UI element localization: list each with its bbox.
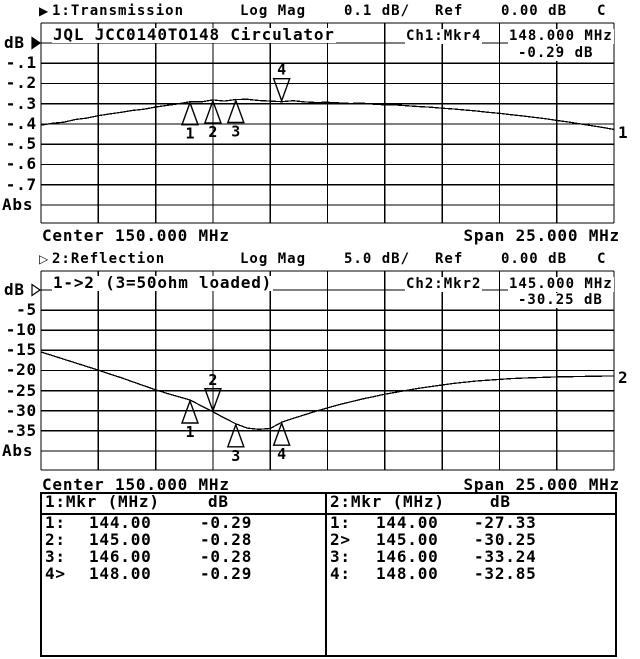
ch2-ytick-2: -15 [5,340,37,359]
ch1-span-freq: Span 25.000 MHz [463,226,620,245]
mkr-table1-header: 1:Mkr (MHz) [45,492,160,511]
mkr1-row3-num: 3: [45,547,66,566]
ch1-marker-readout-freq: 148.000 MHz [508,28,614,44]
mkr1-row2-freq: 145.00 [89,530,152,549]
ch2-header-trace: 2:Reflection [52,251,166,267]
mkr1-row4-freq: 148.00 [89,564,152,583]
ch1-header-scale: 0.1 dB/ [344,3,411,19]
ch2-ytick-5: -30 [5,401,37,420]
marker-table-header-rule [42,513,615,515]
ch1-title: JQL JCC0140TO148 Circulator [52,25,336,44]
ch1-ytick-5: -.6 [5,154,37,173]
ch2-ytick-6: -35 [5,421,37,440]
mkr2-row4-num: 4: [330,564,351,583]
ch2-ytick-3: -20 [5,360,37,379]
ch2-header-cal-badge: C [597,251,607,267]
ch1-center-freq: Center 150.000 MHz [42,226,230,245]
ch2-marker-readout-freq: 145.000 MHz [508,276,614,292]
mkr2-row3-freq: 146.00 [376,547,439,566]
mkr2-row2-num: 2> [330,530,351,549]
mkr1-row2-val: -0.28 [200,530,253,549]
mkr1-row1-val: -0.29 [200,513,253,532]
ch1-abs-label: Abs [2,195,34,214]
svg-text:2: 2 [208,371,217,389]
ch1-ytick-1: -.2 [5,73,37,92]
ch2-abs-label: Abs [2,441,34,460]
mkr2-row3-val: -33.24 [474,547,537,566]
mkr-table2-unit: dB [490,492,511,511]
ch1-y-unit: dB [4,33,25,52]
svg-text:3: 3 [231,122,240,140]
ch1-ytick-4: -.5 [5,134,37,153]
svg-text:3: 3 [231,447,240,465]
marker-table: 1:Mkr (MHz) dB 1: 144.00 -0.29 2: 145.00… [40,492,617,657]
ch2-span-freq: Span 25.000 MHz [463,475,620,494]
ch1-header-trace: 1:Transmission [52,3,185,19]
ch2-marker-readout-value: -30.25 dB [517,292,604,308]
mkr-table2-header: 2:Mkr (MHz) [330,492,445,511]
mkr1-row3-val: -0.28 [200,547,253,566]
ch1-trace-number: 1 [618,123,629,142]
ch2-header-ref-value: 0.00 dB [501,251,568,267]
mkr1-row1-freq: 144.00 [89,513,152,532]
ch1-header-ref-label: Ref [435,3,464,19]
ch2-header-scale: 5.0 dB/ [344,251,411,267]
ch2-header-format: Log Mag [240,251,307,267]
mkr2-row2-val: -30.25 [474,530,537,549]
ch1-active-arrow-icon: ▶ [39,4,49,18]
ch1-ytick-6: -.7 [5,175,37,194]
ch1-header-ref-value: 0.00 dB [501,3,568,19]
mkr1-row4-val: -0.29 [200,564,253,583]
mkr1-row4-num: 4> [45,564,66,583]
mkr2-row3-num: 3: [330,547,351,566]
mkr2-row4-freq: 148.00 [376,564,439,583]
ch2-header-ref-label: Ref [435,251,464,267]
ch2-ytick-0: -5 [16,300,37,319]
svg-text:4: 4 [277,61,286,79]
ch1-header-format: Log Mag [240,3,307,19]
ch2-center-freq: Center 150.000 MHz [42,475,230,494]
ch2-active-arrow-icon: ▷ [39,252,49,266]
ch1-ytick-2: -.3 [5,94,37,113]
ch1-ytick-0: -.1 [5,53,37,72]
ch2-ytick-4: -25 [5,381,37,400]
svg-text:2: 2 [208,123,217,141]
ch2-ytick-1: -10 [5,320,37,339]
mkr2-row4-val: -32.85 [474,564,537,583]
ch1-marker-readout-label: Ch1:Mkr4 [405,28,483,44]
mkr2-row1-val: -27.33 [474,513,537,532]
svg-text:1: 1 [185,423,194,441]
mkr2-row1-freq: 144.00 [376,513,439,532]
mkr-table1-unit: dB [208,492,229,511]
ch2-title: 1->2 (3=50ohm loaded) [52,273,274,292]
mkr1-row3-freq: 146.00 [89,547,152,566]
ch2-trace-number: 2 [618,368,629,387]
ch1-header-cal-badge: C [597,3,607,19]
svg-text:1: 1 [185,125,194,143]
ch1-ytick-3: -.4 [5,114,37,133]
ch1-marker-readout-value: -0.29 dB [517,45,595,61]
svg-text:4: 4 [277,445,286,463]
ch2-y-unit: dB [4,280,25,299]
mkr2-row1-num: 1: [330,513,351,532]
mkr2-row2-freq: 145.00 [376,530,439,549]
marker-table-divider [325,494,327,655]
mkr1-row1-num: 1: [45,513,66,532]
ch2-marker-readout-label: Ch2:Mkr2 [405,276,483,292]
mkr1-row2-num: 2: [45,530,66,549]
